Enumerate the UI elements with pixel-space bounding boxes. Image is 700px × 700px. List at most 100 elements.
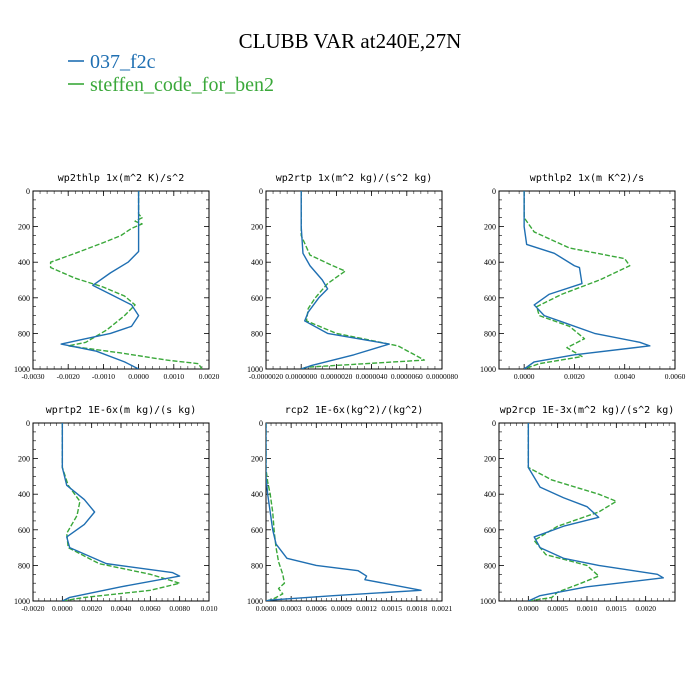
subplot-4: wprtp2 1E-6x(m kg)/(s kg) 0 200 400 600 800 10… xyxy=(14,405,218,613)
subplot-5: rcp2 1E-6x(kg^2)/(kg^2) 0 200 400 600 800 1000… xyxy=(247,405,453,613)
series-line-037_f2c xyxy=(527,423,664,601)
x-tick-label: 0.0000080 xyxy=(426,372,458,381)
y-tick-label: 1000 xyxy=(480,597,496,606)
y-tick-label: 200 xyxy=(251,223,263,232)
x-tick-label: 0.0018 xyxy=(407,604,428,613)
plot-frame xyxy=(498,190,676,370)
x-tick-label: 0.0006 xyxy=(306,604,327,613)
series-line-steffen_code_for_ben2 xyxy=(49,191,203,369)
y-tick-label: 400 xyxy=(484,490,496,499)
y-tick-label: 1000 xyxy=(247,597,263,606)
legend-label-2: steffen_code_for_ben2 xyxy=(90,74,274,96)
plot-frame xyxy=(32,190,210,370)
series-line-steffen_code_for_ben2 xyxy=(61,423,181,601)
y-tick-label: 200 xyxy=(251,455,263,464)
y-tick-label: 800 xyxy=(484,561,496,570)
legend: 037_f2c steffen_code_for_ben2 xyxy=(68,51,274,96)
x-tick-label: 0.0003 xyxy=(281,604,302,613)
x-tick-label: 0.0005 xyxy=(547,604,568,613)
subplot-title: wpthlp2 1x(m K^2)/s xyxy=(530,173,644,184)
subplot-title: wp2rtp 1x(m^2 kg)/(s^2 kg) xyxy=(276,173,433,184)
x-tick-label: 0.0020 xyxy=(199,372,220,381)
x-tick-label: 0.0060 xyxy=(140,604,161,613)
x-tick-label: 0.0000 xyxy=(514,372,535,381)
x-tick-label: -0.0010 xyxy=(92,372,115,381)
y-tick-label: 0 xyxy=(492,187,496,196)
x-tick-label: 0.0020 xyxy=(81,604,102,613)
y-tick-label: 1000 xyxy=(480,365,496,374)
x-tick-label: 0.0000040 xyxy=(356,372,388,381)
y-tick-label: 400 xyxy=(251,490,263,499)
series-line-steffen_code_for_ben2 xyxy=(527,423,618,601)
x-tick-label: 0.0010 xyxy=(577,604,598,613)
y-tick-label: 0 xyxy=(492,419,496,428)
subplot-2: wp2rtp 1x(m^2 kg)/(s^2 kg) 0 200 400 600 800 1… xyxy=(247,173,458,381)
plot-frame xyxy=(265,422,443,602)
x-tick-label: -0.0020 xyxy=(21,604,44,613)
series-line-037_f2c xyxy=(61,423,181,601)
y-tick-label: 800 xyxy=(484,329,496,338)
x-tick-label: 0.0021 xyxy=(432,604,453,613)
x-tick-label: 0.0000 xyxy=(256,604,277,613)
x-tick-label: 0.0015 xyxy=(381,604,402,613)
y-tick-label: 600 xyxy=(484,294,496,303)
plot-frame xyxy=(32,422,210,602)
subplot-title: wprtp2 1E-6x(m kg)/(s kg) xyxy=(46,405,197,416)
x-tick-label: 0.0000020 xyxy=(320,372,352,381)
x-tick-label: 0.010 xyxy=(201,604,218,613)
x-tick-label: 0.0020 xyxy=(564,372,585,381)
panels: wp2thlp 1x(m^2 K)/s^202004006008001000-0… xyxy=(14,173,686,613)
y-tick-label: 800 xyxy=(251,561,263,570)
y-tick-label: 800 xyxy=(251,329,263,338)
series-line-037_f2c xyxy=(60,191,140,369)
y-tick-label: 600 xyxy=(484,526,496,535)
series-line-037_f2c xyxy=(300,191,390,369)
x-tick-label: 0.0009 xyxy=(331,604,352,613)
subplot-title: wp2rcp 1E-3x(m^2 kg)/(s^2 kg) xyxy=(500,405,675,416)
x-tick-label: 0.0010 xyxy=(163,372,184,381)
y-tick-label: 0 xyxy=(26,419,30,428)
y-tick-label: 400 xyxy=(18,258,30,267)
subplot-3: wpthlp2 1x(m K^2)/s 0 200 400 600 800 1000 0.00… xyxy=(480,173,686,381)
x-tick-label: 0.0012 xyxy=(356,604,377,613)
x-tick-label: 0.0020 xyxy=(635,604,656,613)
plot-frame xyxy=(498,422,676,602)
x-tick-label: 0.0040 xyxy=(111,604,132,613)
y-tick-label: 1000 xyxy=(247,365,263,374)
subplot-title: rcp2 1E-6x(kg^2)/(kg^2) xyxy=(285,405,423,416)
y-tick-label: 0 xyxy=(259,419,263,428)
subplot-6: wp2rcp 1E-3x(m^2 kg)/(s^2 kg) 0 200 400 600 8… xyxy=(480,405,676,613)
y-tick-label: 800 xyxy=(18,329,30,338)
y-tick-label: 200 xyxy=(484,223,496,232)
x-tick-label: -0.0000020 xyxy=(249,372,284,381)
x-tick-label: -0.0030 xyxy=(21,372,44,381)
series-line-steffen_code_for_ben2 xyxy=(266,423,286,601)
y-tick-label: 600 xyxy=(251,526,263,535)
y-tick-label: 600 xyxy=(18,294,30,303)
series-line-steffen_code_for_ben2 xyxy=(300,191,426,369)
x-tick-label: 0.0080 xyxy=(169,604,190,613)
x-tick-label: 0.0060 xyxy=(665,372,686,381)
series-line-037_f2c xyxy=(266,423,422,601)
series-line-steffen_code_for_ben2 xyxy=(523,191,631,369)
subplot-1: wp2thlp 1x(m^2 K)/s^202004006008001000-0… xyxy=(14,173,220,381)
x-tick-label: 0.0015 xyxy=(606,604,627,613)
x-tick-label: 0.0000 xyxy=(128,372,149,381)
y-tick-label: 800 xyxy=(18,561,30,570)
y-tick-label: 400 xyxy=(18,490,30,499)
legend-label-1: 037_f2c xyxy=(90,51,156,73)
y-tick-label: 200 xyxy=(484,455,496,464)
y-tick-label: 400 xyxy=(484,258,496,267)
y-tick-label: 600 xyxy=(18,526,30,535)
plot-frame xyxy=(265,190,443,370)
x-tick-label: 0.0000000 xyxy=(285,372,317,381)
subplot-title: wp2thlp 1x(m^2 K)/s^2 xyxy=(58,173,184,184)
y-tick-label: 0 xyxy=(26,187,30,196)
y-tick-label: 1000 xyxy=(14,597,30,606)
x-tick-label: 0.0040 xyxy=(614,372,635,381)
y-tick-label: 400 xyxy=(251,258,263,267)
y-tick-label: 0 xyxy=(259,187,263,196)
y-tick-label: 200 xyxy=(18,455,30,464)
figure-title: CLUBB VAR at240E,27N xyxy=(239,29,462,53)
